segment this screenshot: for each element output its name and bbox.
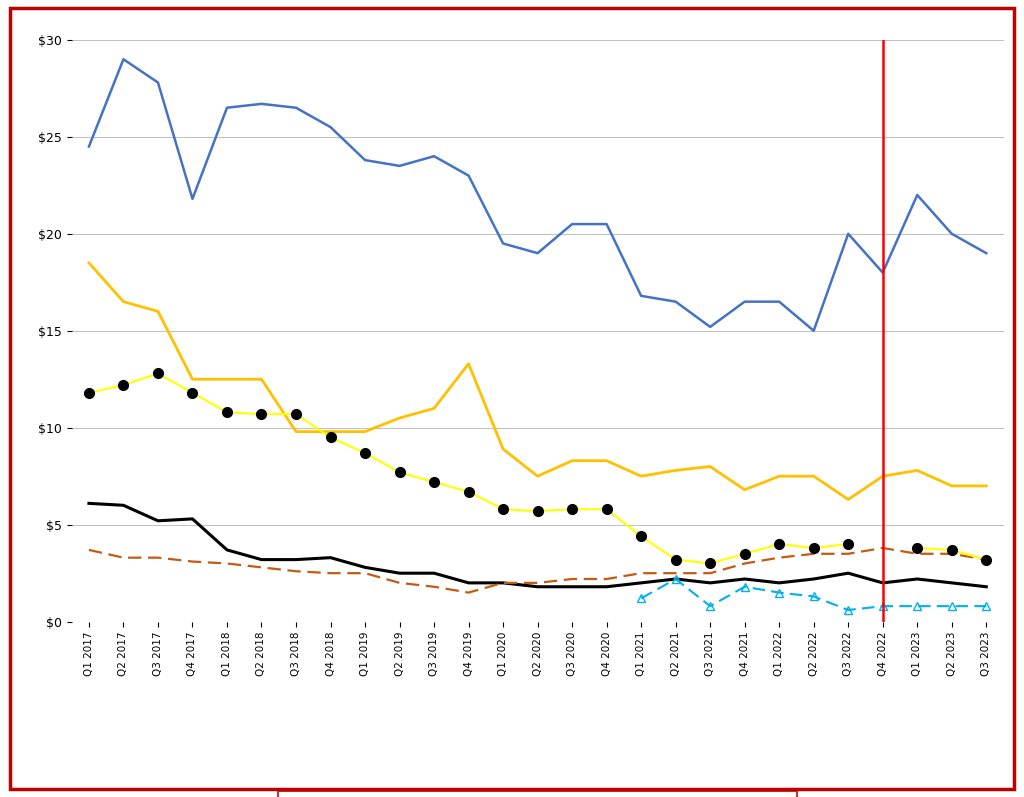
Legend: 200G/400G $ / Gbps, 100G $ / Gbps, 25G/50G $ / Gbps, 40G $ / Gbps, 10G $ / Gbps,: 200G/400G $ / Gbps, 100G $ / Gbps, 25G/5… bbox=[279, 791, 797, 797]
